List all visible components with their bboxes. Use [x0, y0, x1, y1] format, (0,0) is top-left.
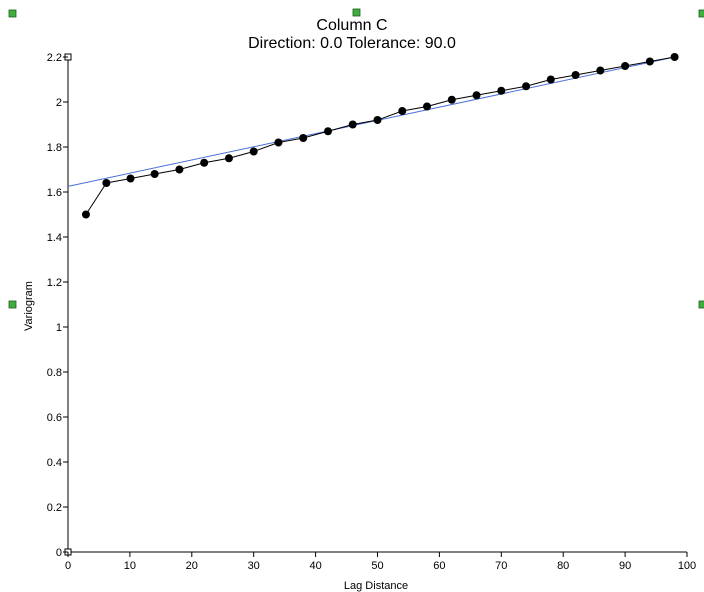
x-tick-label: 0: [65, 560, 71, 572]
y-tick-label: 2: [56, 97, 62, 109]
data-point: [299, 134, 308, 142]
data-point: [497, 86, 506, 95]
y-axis-label: Variogram: [23, 281, 35, 331]
y-tick-label: 1.4: [47, 232, 62, 244]
selection-handle: [698, 300, 704, 309]
chart-subtitle: Direction: 0.0 Tolerance: 90.0: [248, 35, 456, 52]
data-point: [522, 82, 531, 91]
chart-title: Column C: [316, 17, 388, 34]
y-tick-label: 2.2: [47, 52, 62, 64]
chart-series: [67, 53, 679, 219]
y-tick-label: 0.6: [47, 412, 62, 424]
data-point: [670, 53, 679, 61]
data-point: [348, 120, 357, 129]
data-point: [81, 210, 90, 219]
data-point: [645, 57, 654, 66]
y-tick-label: 1: [56, 322, 62, 334]
data-point: [621, 62, 630, 70]
data-point: [373, 116, 382, 124]
data-point: [150, 170, 159, 178]
selection-handles: [8, 8, 704, 309]
x-tick-label: 60: [433, 560, 445, 572]
data-point: [224, 154, 233, 163]
data-point: [447, 95, 456, 104]
y-tick-label: 0.2: [47, 502, 62, 514]
x-tick-label: 90: [619, 560, 631, 572]
x-axis-label: Lag Distance: [344, 580, 408, 592]
y-tick-label: 1.6: [47, 187, 62, 199]
x-tick-label: 80: [557, 560, 569, 572]
y-tick-label: 0.4: [47, 457, 62, 469]
data-point: [126, 174, 135, 183]
selection-handle: [698, 9, 704, 18]
y-axis-ticks: 0 0.2 0.4 0.6 0.8 1 1.2 1.4 1.6 1.8 2 2.2: [47, 52, 68, 559]
selection-handle: [352, 8, 361, 17]
data-point: [546, 75, 555, 84]
x-tick-label: 10: [124, 560, 136, 572]
experimental-line: [85, 56, 675, 215]
x-axis-ticks: 0 10 20 30 40 50 60 70 80 90 100: [65, 552, 696, 572]
x-tick-label: 20: [186, 560, 198, 572]
y-tick-label: 1.2: [47, 277, 62, 289]
model-line: [67, 56, 675, 187]
chart-axes: [64, 53, 687, 556]
x-tick-label: 40: [309, 560, 321, 572]
data-point: [323, 127, 332, 136]
data-point: [571, 71, 580, 79]
data-point: [249, 147, 258, 156]
x-tick-label: 50: [371, 560, 383, 572]
data-point: [102, 179, 111, 187]
selection-handle: [8, 9, 17, 18]
y-tick-label: 0: [56, 547, 62, 559]
selection-handle: [8, 300, 17, 309]
x-tick-label: 70: [495, 560, 507, 572]
x-tick-label: 100: [678, 560, 696, 572]
data-point: [596, 66, 605, 75]
data-point: [472, 91, 481, 100]
y-tick-label: 1.8: [47, 142, 62, 154]
data-point: [274, 138, 283, 147]
data-point: [423, 102, 432, 111]
data-point: [200, 158, 209, 167]
x-tick-label: 30: [248, 560, 260, 572]
data-point: [398, 107, 407, 115]
data-point: [175, 165, 184, 174]
y-tick-label: 0.8: [47, 367, 62, 379]
